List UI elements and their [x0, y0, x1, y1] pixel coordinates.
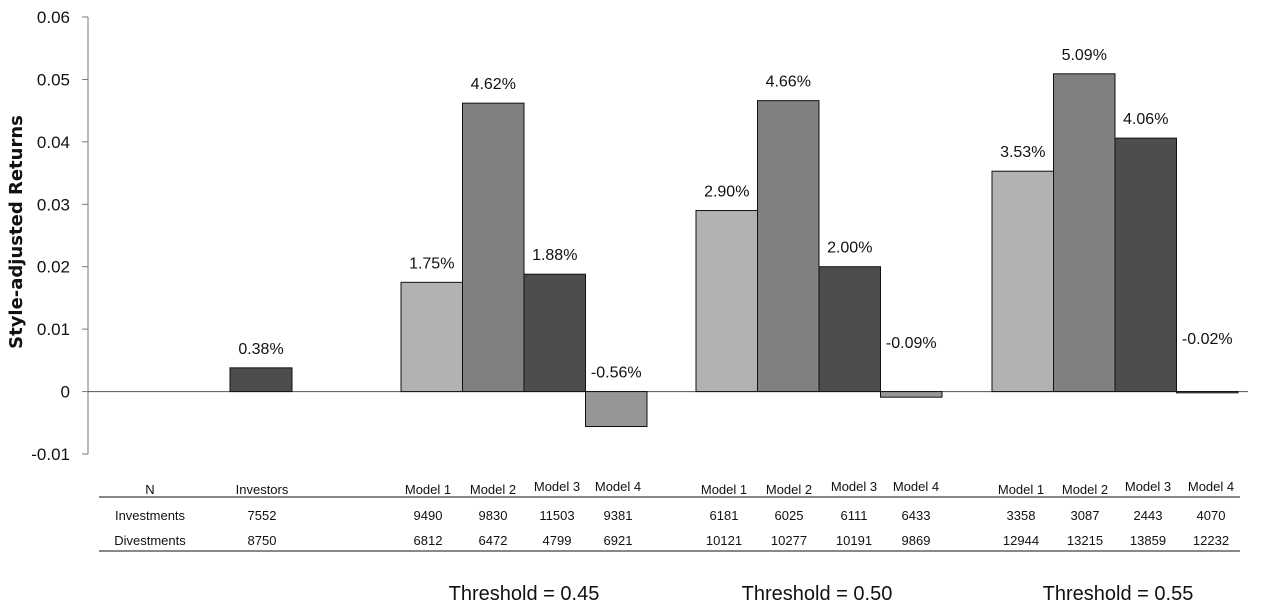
table-column-header: Model 1	[701, 482, 747, 497]
bar-model-2	[1053, 73, 1116, 393]
table-column-header: Model 3	[831, 479, 877, 494]
table-cell-divestments: 10277	[771, 533, 807, 548]
table-cell-investments: 6111	[841, 508, 868, 523]
table-column-header: Model 2	[1062, 482, 1108, 497]
y-tick-label: 0.02	[37, 258, 70, 277]
table-cell-investments: 9830	[479, 508, 508, 523]
table-cell-divestments: 12232	[1193, 533, 1229, 548]
table-cell-divestments: 13859	[1130, 533, 1166, 548]
table-column-header: Model 4	[595, 479, 641, 494]
data-label: 4.06%	[1123, 111, 1168, 128]
table-column-header: Investors	[236, 482, 289, 497]
y-tick-label: 0.03	[37, 195, 70, 214]
bar-model-1	[695, 210, 758, 393]
table-cell-divestments: 8750	[248, 533, 277, 548]
table-cell-divestments: 12944	[1003, 533, 1039, 548]
table-cell-divestments: 9869	[902, 533, 931, 548]
table-row-header: N	[145, 482, 154, 497]
table-column-header: Model 3	[1125, 479, 1171, 494]
threshold-label: Threshold = 0.50	[742, 583, 893, 605]
table-column-header: Model 1	[405, 482, 451, 497]
data-label: -0.02%	[1182, 331, 1233, 348]
bar-investors	[229, 367, 293, 393]
table-cell-investments: 6181	[710, 508, 739, 523]
table-row-header: Divestments	[114, 533, 186, 548]
data-label: -0.56%	[591, 365, 642, 382]
table-cell-divestments: 4799	[543, 533, 572, 548]
counts-table: N Investments Divestments Investors 7552 8750…	[99, 479, 1240, 552]
bar-model-4	[880, 391, 943, 398]
bar-model-3	[523, 273, 586, 393]
table-row-header: Investments	[115, 508, 186, 523]
table-cell-divestments: 6812	[414, 533, 443, 548]
bar-model-2	[757, 100, 820, 393]
y-tick-label: 0.05	[37, 70, 70, 89]
data-label: 5.09%	[1062, 47, 1107, 64]
table-column-header: Model 1	[998, 482, 1044, 497]
table-cell-investments: 9381	[604, 508, 633, 523]
table-cell-investments: 3358	[1007, 508, 1036, 523]
y-axis-label: Style-adjusted Returns	[6, 115, 27, 349]
data-label: 2.00%	[827, 240, 872, 257]
table-cell-divestments: 10191	[836, 533, 872, 548]
bar-model-2	[462, 102, 525, 393]
threshold-labels: Threshold = 0.45 Threshold = 0.50 Threshol…	[449, 583, 1194, 605]
table-cell-investments: 11503	[539, 508, 574, 523]
table-column-header: Model 2	[470, 482, 516, 497]
bar-model-3	[1114, 137, 1177, 393]
table-cell-divestments: 13215	[1067, 533, 1103, 548]
table-cell-investments: 6025	[775, 508, 804, 523]
bars-layer	[229, 73, 1239, 428]
bar-model-3	[818, 266, 881, 393]
threshold-label: Threshold = 0.55	[1043, 583, 1194, 605]
y-tick-label: 0.06	[37, 8, 70, 27]
data-label: 4.62%	[471, 76, 516, 93]
table-cell-divestments: 6472	[479, 533, 508, 548]
data-label: 1.88%	[532, 247, 577, 264]
data-labels-layer: 0.38% 1.75% 4.62% 1.88% -0.56% 2.90% 4.66% 2.00…	[238, 47, 1232, 382]
bar-model-1	[991, 170, 1054, 393]
data-label: 4.66%	[766, 74, 811, 91]
y-tick-label: 0.04	[37, 133, 70, 152]
bar-model-4	[1176, 391, 1239, 394]
table-column-header: Model 4	[1188, 479, 1234, 494]
bar-model-1	[400, 281, 463, 393]
table-cell-divestments: 10121	[706, 533, 742, 548]
y-tick-label: 0.01	[37, 320, 70, 339]
table-column-header: Model 3	[534, 479, 580, 494]
table-column-header: Model 4	[893, 479, 939, 494]
table-cell-investments: 2443	[1134, 508, 1163, 523]
data-label: 3.53%	[1000, 144, 1045, 161]
data-label: 2.90%	[704, 184, 749, 201]
table-cell-investments: 7552	[248, 508, 277, 523]
table-cell-investments: 9490	[414, 508, 443, 523]
table-column-header: Model 2	[766, 482, 812, 497]
bar-model-4	[585, 391, 648, 428]
table-cell-divestments: 6921	[604, 533, 633, 548]
table-cell-investments: 3087	[1071, 508, 1100, 523]
data-label: 0.38%	[238, 341, 283, 358]
table-cell-investments: 6433	[902, 508, 931, 523]
data-label: 1.75%	[409, 255, 454, 272]
data-label: -0.09%	[886, 335, 937, 352]
y-tick-label: 0	[61, 383, 70, 402]
table-cell-investments: 4070	[1197, 508, 1226, 523]
threshold-label: Threshold = 0.45	[449, 583, 600, 605]
y-tick-label: -0.01	[31, 445, 70, 464]
